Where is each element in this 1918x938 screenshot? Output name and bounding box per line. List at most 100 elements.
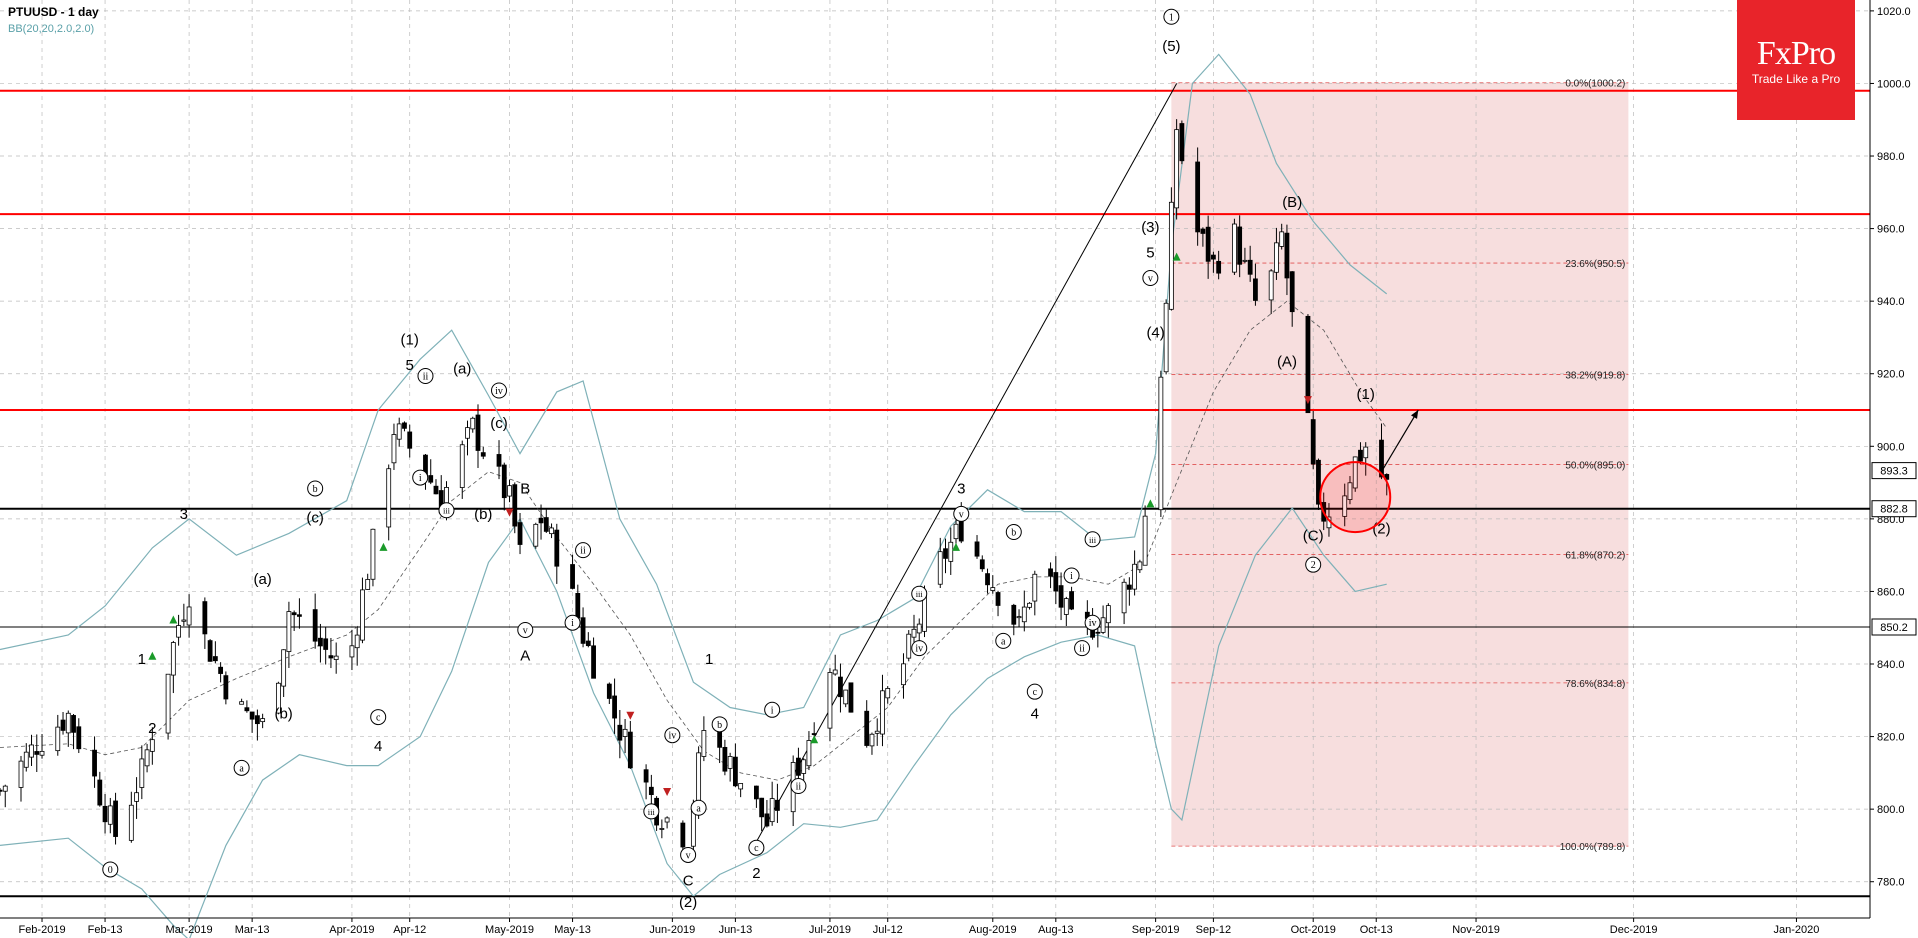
candle-body [533, 523, 539, 547]
x-tick-label: Feb-13 [88, 924, 123, 936]
candle-body [1121, 581, 1127, 614]
candle-body [260, 718, 266, 723]
x-tick-label: Jan-2020 [1774, 924, 1820, 936]
candle-body [1027, 602, 1032, 608]
candle-body [218, 666, 224, 674]
wave-circle [1163, 8, 1180, 25]
candle-body [480, 452, 486, 457]
wave-circle [307, 480, 324, 497]
candle-body [29, 744, 34, 758]
wave-circle [1063, 567, 1080, 584]
candle-body [1100, 617, 1106, 633]
candle-body [1048, 568, 1053, 577]
wave-label: i [419, 473, 422, 484]
candle-body [832, 669, 838, 675]
logo-tagline: Trade Like a Pro [1751, 72, 1841, 86]
candle-body [585, 640, 591, 647]
x-tick-label: Mar-2019 [166, 924, 213, 936]
highlight-circle [1319, 461, 1392, 534]
wave-label: 4 [1031, 705, 1039, 722]
candle-body [223, 675, 229, 700]
candle-body [838, 676, 843, 698]
candle-body [475, 414, 481, 451]
candle-body [97, 779, 103, 806]
wave-circle [417, 367, 434, 384]
candle-body [1358, 449, 1363, 462]
candle-body [470, 417, 476, 430]
y-tick-label: 820.0 [1877, 732, 1905, 744]
candle-body [617, 724, 623, 741]
candle-body [1174, 129, 1180, 209]
candle-body [249, 711, 255, 720]
candle-body [407, 431, 413, 449]
candle-body [901, 663, 906, 686]
candle-body [1021, 606, 1027, 623]
candle-body [1342, 495, 1348, 517]
candle-body [391, 434, 397, 464]
wave-label: iii [648, 807, 656, 817]
wave-circle [1084, 614, 1101, 631]
fib-level-label: 0.0%(1000.2) [1565, 79, 1625, 90]
x-tick-label: Oct-2019 [1291, 924, 1336, 936]
candle-body [722, 746, 728, 772]
logo-brand: FxPro [1756, 35, 1836, 72]
candle-body [801, 759, 807, 774]
candle-body [1058, 585, 1064, 608]
wave-label: 3 [180, 506, 188, 523]
signal-arrows [148, 252, 1312, 797]
candle-body [580, 617, 586, 644]
candle-body [134, 792, 139, 802]
wave-circle [564, 614, 581, 631]
candle-body [181, 619, 187, 622]
wave-label: iii [443, 506, 451, 516]
candle-body [102, 805, 108, 823]
candle-body [659, 828, 665, 830]
candle-body [65, 712, 71, 734]
candle-body [796, 757, 801, 776]
candle-body [606, 683, 612, 699]
candle-body [990, 587, 996, 591]
wave-label: (B) [1282, 194, 1302, 211]
candle-body [1179, 123, 1185, 162]
candle-body [648, 786, 654, 796]
candle-body [23, 751, 29, 768]
candle-body [149, 739, 155, 752]
projection-arrow-line [1380, 409, 1419, 473]
candle-body [775, 799, 780, 811]
candle-body [39, 750, 45, 756]
wave-label: ii [796, 782, 802, 793]
wave-label: (c) [306, 509, 324, 526]
candle-body [948, 541, 954, 562]
candle-body [402, 422, 407, 429]
wave-circle [1305, 556, 1322, 573]
candle-body [1053, 572, 1059, 592]
candle-body [1142, 515, 1148, 566]
candle-body [139, 758, 145, 788]
candle-body [365, 579, 371, 590]
candle-body [1247, 259, 1253, 275]
candle-body [869, 733, 875, 747]
candle-body [680, 822, 686, 848]
candle-body [386, 468, 392, 528]
wave-circle [711, 716, 728, 733]
indicator-label: BB(20,20,2.0,2.0) [8, 23, 95, 35]
candle-body [144, 749, 150, 767]
price-tag-label: 882.8 [1880, 504, 1908, 516]
candle-body [643, 769, 649, 783]
candle-body [92, 749, 97, 777]
wave-label: i [771, 705, 774, 716]
candle-body [323, 638, 329, 650]
candle-body [543, 517, 549, 532]
wave-label: c [1033, 687, 1038, 698]
candle-body [759, 797, 765, 818]
signal-arrow [505, 508, 514, 517]
candle-body [696, 752, 702, 806]
signal-arrow [169, 615, 178, 624]
candle-body [754, 785, 759, 800]
y-tick-label: 900.0 [1877, 441, 1905, 453]
candle-body [207, 640, 213, 662]
fib-level-label: 50.0%(895.0) [1565, 460, 1625, 471]
wave-circle [953, 505, 970, 522]
candle-body [396, 423, 402, 440]
